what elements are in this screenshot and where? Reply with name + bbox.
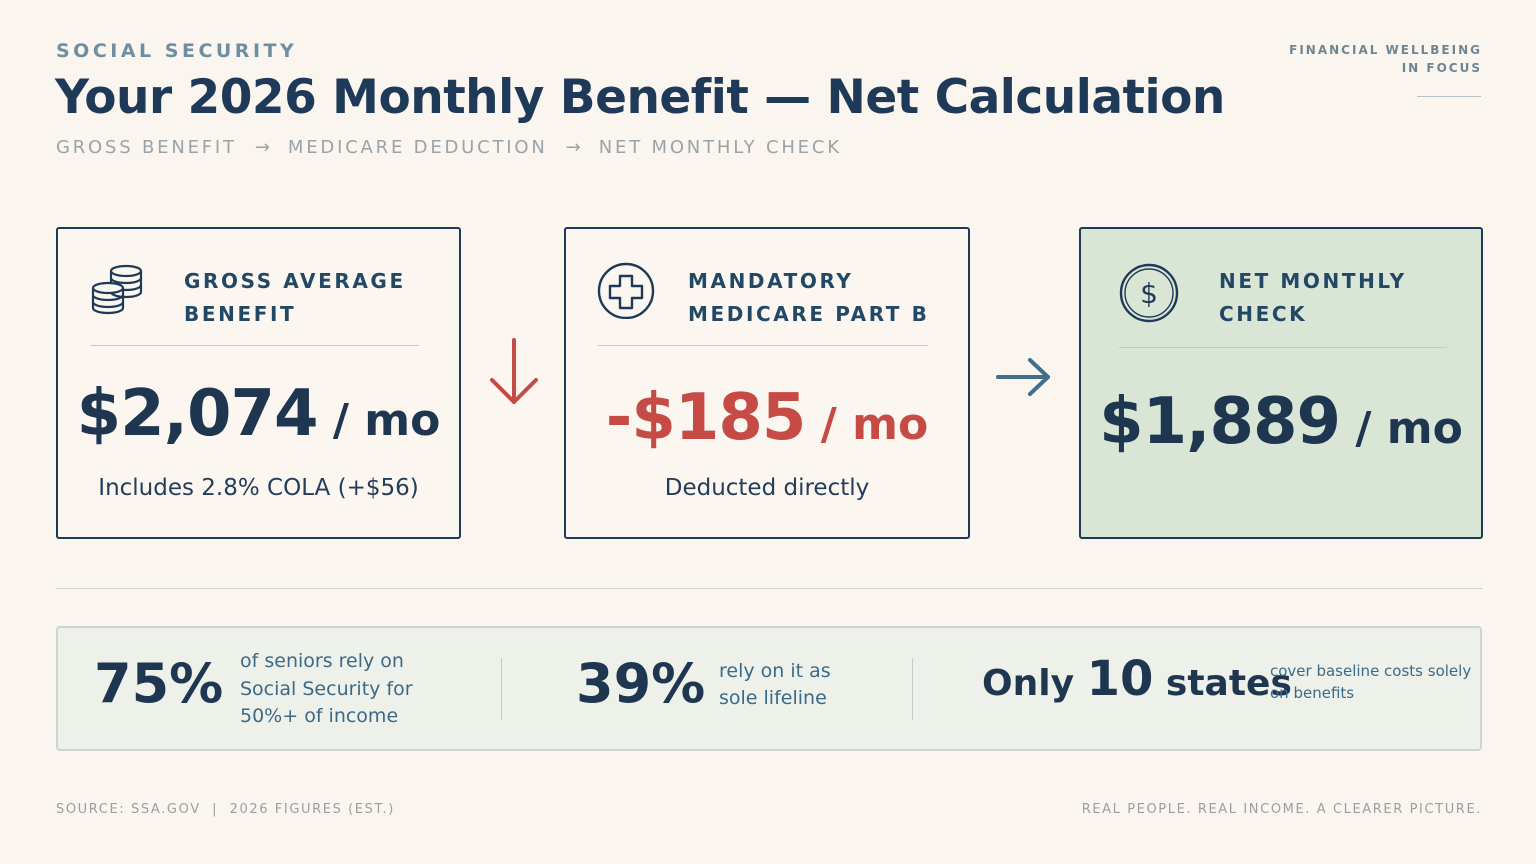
stat-states-value: Only 10 states [982,654,1292,709]
medicare-label: MANDATORY MEDICARE PART B [688,265,929,331]
arrow-right-icon [996,358,1050,396]
net-monthly-check-card: $ NET MONTHLY CHECK $1,889 / mo [1079,227,1483,539]
dollar-coin-icon: $ [1119,263,1179,323]
card-divider [598,345,928,346]
flow-breadcrumb: GROSS BENEFIT → MEDICARE DEDUCTION → NET… [56,137,842,158]
gross-benefit-card: GROSS AVERAGE BENEFIT $2,074 / mo Includ… [56,227,461,539]
stat-lifeline-line2: sole lifeline [719,687,827,709]
net-label-line2: CHECK [1219,302,1308,326]
gross-amount-value: $2,074 [76,377,319,451]
gross-amount-unit: / mo [317,395,441,446]
stat-states-line1: cover baseline costs solely [1270,662,1472,680]
gross-label: GROSS AVERAGE BENEFIT [184,265,406,331]
flow-arrow: → [254,137,270,158]
brand-line2: IN FOCUS [1401,61,1482,75]
medicare-amount-unit: / mo [805,399,929,450]
stats-panel: 75% of seniors rely on Social Security f… [56,626,1482,751]
stat-states-suffix: states [1153,663,1292,704]
page-title: Your 2026 Monthly Benefit — Net Calculat… [55,70,1225,125]
gross-amount: $2,074 / mo [58,377,459,451]
gross-label-line1: GROSS AVERAGE [184,269,406,293]
stat-seniors-line1: of seniors rely on [240,650,404,672]
stat-seniors-text: of seniors rely on Social Security for 5… [240,648,413,731]
card-divider [90,345,419,346]
medicare-label-line1: MANDATORY [688,269,854,293]
stat-states-line2: on benefits [1270,684,1355,702]
flow-step-net: NET MONTHLY CHECK [598,137,842,158]
stat-separator [501,658,502,720]
gross-note: Includes 2.8% COLA (+$56) [98,475,419,501]
medicare-deduction-card: MANDATORY MEDICARE PART B -$185 / mo Ded… [564,227,970,539]
stat-lifeline-line1: rely on it as [719,660,831,682]
section-divider [56,588,1483,589]
arrow-down-icon [490,338,538,404]
net-label-line1: NET MONTHLY [1219,269,1407,293]
net-amount-unit: / mo [1340,403,1463,454]
stat-states-text: cover baseline costs solely on benefits [1270,660,1471,704]
footer-tagline: REAL PEOPLE. REAL INCOME. A CLEARER PICT… [1081,802,1482,817]
flow-step-gross: GROSS BENEFIT [56,137,237,158]
flow-arrow: → [565,137,581,158]
flow-step-medicare: MEDICARE DEDUCTION [287,137,548,158]
net-amount-value: $1,889 [1099,385,1341,459]
net-amount: $1,889 / mo [1081,385,1481,459]
stat-seniors-line3: 50%+ of income [240,705,399,727]
footer-source: SOURCE: SSA.GOV | 2026 FIGURES (EST.) [56,802,395,817]
stat-lifeline-text: rely on it as sole lifeline [719,658,831,712]
coins-stack-icon [91,264,143,315]
gross-label-line2: BENEFIT [184,302,297,326]
card-divider [1119,347,1447,348]
net-label: NET MONTHLY CHECK [1219,265,1407,331]
svg-text:$: $ [1140,277,1158,310]
stat-seniors-value: 75% [94,652,224,715]
stat-states-prefix: Only [982,663,1087,704]
stat-states-number: 10 [1086,651,1154,707]
medicare-note: Deducted directly [664,475,870,501]
medicare-amount: -$185 / mo [566,381,968,455]
medicare-label-line2: MEDICARE PART B [688,302,930,326]
eyebrow: SOCIAL SECURITY [56,40,298,62]
stat-lifeline-value: 39% [576,652,706,715]
stat-seniors-line2: Social Security for [240,677,413,700]
medical-cross-icon [597,262,655,319]
brand-tag: FINANCIAL WELLBEING IN FOCUS [1289,41,1482,77]
stat-separator [912,658,913,720]
medicare-amount-value: -$185 [605,381,807,455]
brand-underline [1417,96,1481,97]
brand-line1: FINANCIAL WELLBEING [1289,43,1482,57]
